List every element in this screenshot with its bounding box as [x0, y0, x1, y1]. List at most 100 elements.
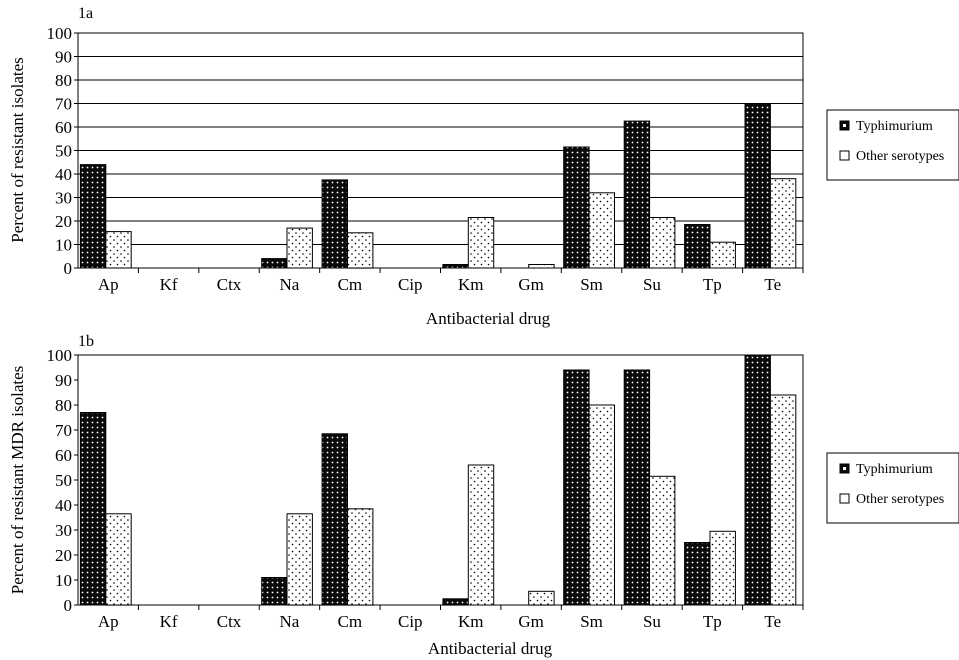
x-tick-label-1b-Cip: Cip [398, 612, 423, 631]
x-tick-label-1b-Sm: Sm [580, 612, 603, 631]
bar-1b-typhimurium-Su [623, 369, 651, 606]
legend-1a: Typhimurium Other serotypes [826, 109, 959, 181]
bar-1b-other-serotypes-Ap [105, 513, 132, 606]
y-tick-label-1a-10: 10 [55, 236, 72, 255]
x-tick-label-1a-Su: Su [643, 275, 661, 294]
legend-label-other-1a: Other serotypes [856, 149, 944, 164]
panel-1b: 1b 0 10 20 30 40 50 60 70 80 90 100 Ap Kf Ctx Na Cm Cip… [8, 333, 959, 658]
bar-1a-other-serotypes-Te [769, 178, 797, 269]
bar-1b-other-serotypes-Cm [347, 508, 374, 606]
bar-1a-typhimurium-Te [744, 103, 771, 269]
bar-1b-other-serotypes-Sm [588, 404, 615, 606]
x-tick-label-1b-Tp: Tp [703, 612, 722, 631]
plot-frame-1a [77, 32, 804, 269]
y-axis-label-1b: Percent of resistant MDR isolates [8, 366, 27, 595]
x-tick-label-1a-Na: Na [280, 275, 300, 294]
y-tick-label-1b-100: 100 [47, 346, 73, 365]
y-tick-label-1a-40: 40 [55, 165, 72, 184]
x-ticks-1a: Ap Kf Ctx Na Cm Cip Km Gm Sm Su Tp Te [98, 268, 804, 294]
bar-1b-other-serotypes-Na [286, 513, 313, 606]
x-axis-label-1a: Antibacterial drug [426, 309, 551, 328]
x-tick-label-1b-Ctx: Ctx [217, 612, 242, 631]
y-tick-label-1b-70: 70 [55, 421, 72, 440]
y-tick-label-1a-50: 50 [55, 142, 72, 161]
gridlines-1a [78, 56, 803, 245]
bar-1a-other-serotypes-Su [649, 217, 676, 269]
x-tick-label-1a-Sm: Sm [580, 275, 603, 294]
y-tick-label-1a-100: 100 [47, 24, 73, 43]
y-tick-label-1b-20: 20 [55, 546, 72, 565]
bar-1b-other-serotypes-Tp [709, 530, 736, 606]
bar-1a-other-serotypes-Sm [588, 192, 615, 269]
y-tick-label-1a-30: 30 [55, 189, 72, 208]
y-tick-label-1b-60: 60 [55, 446, 72, 465]
x-tick-label-1b-Gm: Gm [518, 612, 544, 631]
y-tick-label-1b-30: 30 [55, 521, 72, 540]
y-tick-label-1b-90: 90 [55, 371, 72, 390]
x-tick-label-1a-Tp: Tp [703, 275, 722, 294]
y-tick-label-1a-0: 0 [64, 259, 73, 278]
legend-label-typhimurium-1a: Typhimurium [856, 119, 933, 134]
bars-1a [79, 103, 797, 269]
bar-1a-other-serotypes-Ap [105, 231, 132, 269]
bar-1a-typhimurium-Ap [79, 164, 107, 269]
bar-1a-typhimurium-Cm [321, 179, 349, 269]
x-tick-label-1a-Kf: Kf [160, 275, 178, 294]
bar-1b-other-serotypes-Gm [528, 590, 555, 606]
bar-1b-other-serotypes-Su [649, 475, 676, 606]
bars-1b [79, 354, 797, 606]
y-tick-label-1b-10: 10 [55, 571, 72, 590]
bar-1b-typhimurium-Ap [79, 412, 107, 606]
panel-1a: 1a 0 10 20 30 40 50 60 70 80 90 100 Ap Kf Ctx Na Cm Cip… [8, 5, 959, 328]
y-tick-label-1a-70: 70 [55, 95, 72, 114]
y-ticks-1a: 0 10 20 30 40 50 60 70 80 90 100 [47, 24, 78, 278]
y-tick-label-1a-20: 20 [55, 212, 72, 231]
plot-frame-1b [77, 354, 804, 606]
x-tick-label-1b-Na: Na [280, 612, 300, 631]
bar-1b-typhimurium-Na [261, 577, 288, 606]
x-tick-label-1a-Ap: Ap [98, 275, 119, 294]
legend-1b: Typhimurium Other serotypes [826, 452, 959, 524]
x-tick-label-1b-Ap: Ap [98, 612, 119, 631]
x-tick-label-1a-Gm: Gm [518, 275, 544, 294]
x-ticks-1b: Ap Kf Ctx Na Cm Cip Km Gm Sm Su Tp Te [98, 605, 804, 631]
bar-1a-typhimurium-Sm [563, 146, 590, 269]
panel-label-1b: 1b [78, 333, 94, 350]
x-tick-label-1b-Te: Te [764, 612, 781, 631]
bar-1a-other-serotypes-Na [286, 227, 313, 269]
y-tick-label-1b-80: 80 [55, 396, 72, 415]
bar-1b-typhimurium-Cm [321, 433, 349, 606]
panel-label-1a: 1a [78, 5, 93, 22]
y-tick-label-1b-50: 50 [55, 471, 72, 490]
y-tick-label-1a-60: 60 [55, 118, 72, 137]
bar-1b-typhimurium-Sm [563, 369, 590, 606]
legend-label-typhimurium-1b: Typhimurium [856, 462, 933, 477]
bar-1b-typhimurium-Tp [684, 542, 711, 606]
bar-1a-other-serotypes-Gm [528, 264, 555, 269]
bar-1b-other-serotypes-Te [769, 394, 797, 606]
bar-1b-typhimurium-Te [744, 354, 771, 606]
x-tick-label-1b-Su: Su [643, 612, 661, 631]
y-tick-label-1b-0: 0 [64, 596, 73, 615]
x-tick-label-1a-Cip: Cip [398, 275, 423, 294]
legend-swatch-other-1b [839, 493, 850, 504]
bar-1a-typhimurium-Na [261, 258, 288, 269]
bar-1a-typhimurium-Tp [684, 224, 711, 269]
bar-1a-other-serotypes-Tp [709, 241, 736, 269]
x-tick-label-1a-Cm: Cm [338, 275, 363, 294]
x-tick-label-1a-Te: Te [764, 275, 781, 294]
y-tick-label-1a-90: 90 [55, 48, 72, 67]
legend-swatch-inner-typhimurium-1b [843, 467, 846, 470]
y-tick-label-1b-40: 40 [55, 496, 72, 515]
legend-label-other-1b: Other serotypes [856, 492, 944, 507]
y-axis-label-1a: Percent of resistant isolates [8, 57, 27, 243]
bar-1a-typhimurium-Km [442, 264, 469, 269]
x-tick-label-1b-Kf: Kf [160, 612, 178, 631]
x-axis-label-1b: Antibacterial drug [428, 639, 553, 658]
x-tick-label-1b-Km: Km [458, 612, 484, 631]
y-ticks-1b: 0 10 20 30 40 50 60 70 80 90 100 [47, 346, 78, 615]
bar-1b-other-serotypes-Km [467, 464, 495, 606]
bar-1a-typhimurium-Su [623, 120, 651, 269]
x-tick-label-1b-Cm: Cm [338, 612, 363, 631]
